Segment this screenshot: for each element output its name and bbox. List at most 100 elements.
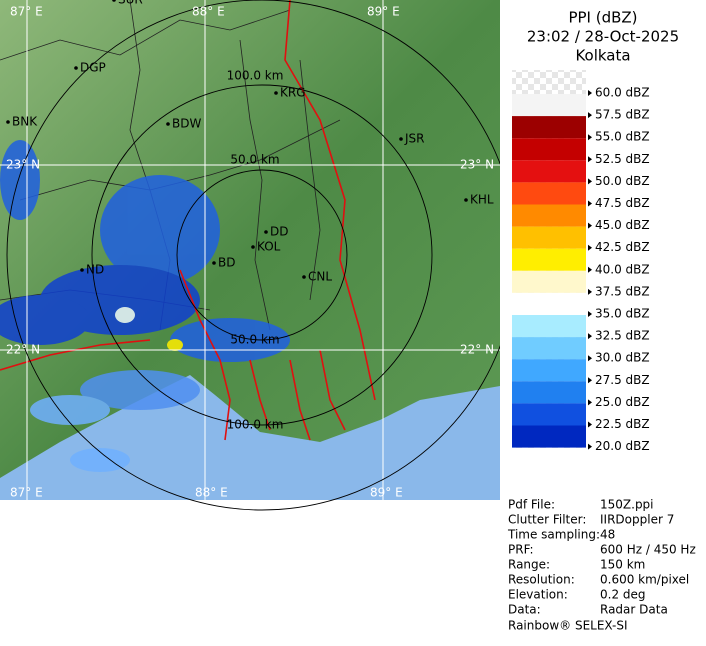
- city-label: ND: [86, 263, 104, 277]
- info-footer: Rainbow® SELEX-SI: [508, 619, 628, 633]
- grid-label: 89° E: [370, 486, 403, 500]
- legend-swatch: [512, 403, 586, 426]
- city-label: BDW: [172, 117, 201, 131]
- legend-swatch: [512, 160, 586, 183]
- legend-swatch: [512, 138, 586, 161]
- info-key: Pdf File:: [508, 498, 555, 512]
- map-labels: 87° E 88° E 89° E 23° N 23° N 22° N 22° N 87° E…: [6, 0, 494, 500]
- city-dot: [251, 245, 255, 249]
- city-label: JSR: [404, 132, 425, 146]
- grid-label: 87° E: [10, 486, 43, 500]
- info-table: Pdf File: 150Z.ppi Clutter Filter: IIRDoppl…: [507, 498, 696, 633]
- city-dot: [212, 261, 216, 265]
- legend-label: 32.5 dBZ: [595, 329, 650, 343]
- legend-label: 22.5 dBZ: [595, 417, 650, 431]
- city-dot: [264, 230, 268, 234]
- grid-label: 22° N: [6, 343, 40, 357]
- product-title: PPI (dBZ): [568, 9, 637, 27]
- legend-swatch: [512, 315, 586, 338]
- city-label: CNL: [308, 270, 332, 284]
- city-dot: [112, 0, 116, 2]
- legend-tick: [588, 222, 592, 229]
- legend-label: 47.5 dBZ: [595, 196, 650, 210]
- city-label: KRG: [280, 86, 306, 100]
- info-value: IIRDoppler 7: [600, 513, 674, 527]
- city-label: BD: [218, 256, 235, 270]
- legend-label: 57.5 dBZ: [595, 108, 650, 122]
- city-label: SUR: [118, 0, 143, 7]
- info-value: 600 Hz / 450 Hz: [600, 543, 696, 557]
- grid-label: 87° E: [10, 5, 43, 19]
- legend-label: 40.0 dBZ: [595, 262, 650, 276]
- legend-label: 45.0 dBZ: [595, 218, 650, 232]
- sea: [0, 375, 500, 500]
- info-key: Time sampling:: [507, 528, 600, 542]
- info-value: 0.2 deg: [600, 588, 646, 602]
- legend-swatch: [512, 337, 586, 360]
- info-key: Resolution:: [508, 573, 575, 587]
- legend-tick: [588, 244, 592, 251]
- graticule: [0, 0, 500, 500]
- city-dot: [302, 275, 306, 279]
- city-label: DGP: [80, 61, 106, 75]
- info-key: Elevation:: [508, 588, 568, 602]
- echoes: [0, 140, 290, 472]
- grid-label: 22° N: [460, 343, 494, 357]
- legend-label: 42.5 dBZ: [595, 240, 650, 254]
- site-name: Kolkata: [575, 47, 630, 65]
- grid-label: 88° E: [192, 5, 225, 19]
- city-label: DD: [270, 225, 288, 239]
- legend-label: 27.5 dBZ: [595, 373, 650, 387]
- grid-label: 23° N: [6, 158, 40, 172]
- legend-swatch: [512, 359, 586, 382]
- timestamp: 23:02 / 28-Oct-2025: [527, 28, 679, 46]
- city-label: BNK: [12, 115, 38, 129]
- legend-tick: [588, 421, 592, 428]
- legend-swatch: [512, 204, 586, 227]
- city-dot: [6, 120, 10, 124]
- legend: 60.0 dBZ 57.5 dBZ 55.0 dBZ 52.5 dBZ 50.0 dBZ…: [512, 86, 650, 453]
- legend-tick: [588, 443, 592, 450]
- info-key: Data:: [508, 603, 541, 617]
- range-label: 100.0 km: [227, 69, 284, 83]
- legend-tick: [588, 112, 592, 119]
- range-label: 50.0 km: [230, 333, 279, 347]
- city-dot: [274, 91, 278, 95]
- legend-swatch: [512, 381, 586, 404]
- legend-swatch: [512, 425, 586, 448]
- city-dot: [464, 198, 468, 202]
- grid-label: 23° N: [460, 158, 494, 172]
- info-value: 0.600 km/pixel: [600, 573, 689, 587]
- legend-label: 60.0 dBZ: [595, 86, 650, 100]
- legend-tick: [588, 266, 592, 273]
- city-label: KOL: [257, 240, 281, 254]
- info-value: Radar Data: [600, 603, 668, 617]
- info-value: 150Z.ppi: [600, 498, 654, 512]
- grid-label: 88° E: [195, 486, 228, 500]
- legend-swatch: [512, 182, 586, 205]
- city-dot: [74, 66, 78, 70]
- map: 87° E 88° E 89° E 23° N 23° N 22° N 22° N 87° E…: [0, 0, 518, 511]
- grid-label: 89° E: [367, 5, 400, 19]
- legend-label: 55.0 dBZ: [595, 130, 650, 144]
- legend-tick: [588, 134, 592, 141]
- legend-tick: [588, 333, 592, 340]
- legend-tick: [588, 311, 592, 317]
- info-value: 150 km: [600, 558, 645, 572]
- legend-tick: [588, 156, 592, 163]
- legend-swatch: [512, 248, 586, 271]
- legend-label: 50.0 dBZ: [595, 174, 650, 188]
- city-dot: [166, 122, 170, 126]
- legend-tick: [588, 288, 592, 295]
- legend-tick: [588, 377, 592, 384]
- legend-label: 35.0 dBZ: [595, 307, 650, 321]
- legend-tick: [588, 355, 592, 362]
- city-dot: [80, 268, 84, 272]
- city-label: KHL: [470, 193, 494, 207]
- legend-label: 25.0 dBZ: [595, 395, 650, 409]
- legend-swatch: [512, 94, 586, 117]
- info-key: Clutter Filter:: [508, 513, 586, 527]
- legend-tick: [588, 399, 592, 406]
- info-value: 48: [600, 528, 615, 542]
